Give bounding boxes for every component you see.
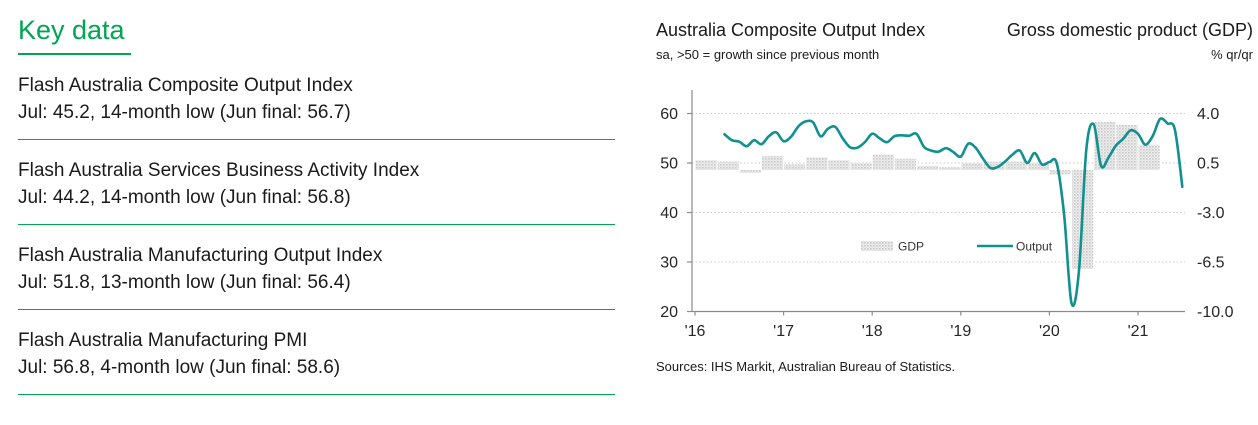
x-axis-label: '16 — [685, 323, 706, 340]
source-note: Sources: IHS Markit, Australian Bureau o… — [656, 359, 956, 374]
right-axis-label: -3.0 — [1197, 205, 1225, 222]
key-data-item-title: Flash Australia Manufacturing PMI — [18, 330, 308, 352]
gdp-bar — [872, 154, 894, 171]
gdp-bar — [761, 155, 784, 171]
gdp-bar — [1138, 144, 1160, 171]
gdp-bar — [1116, 124, 1138, 171]
chart-panel: Australia Composite Output Index Gross d… — [654, 20, 1253, 420]
output-line — [723, 117, 1184, 307]
key-data-item-title: Flash Australia Manufacturing Output Ind… — [18, 245, 383, 267]
right-axis-label: 0.5 — [1197, 156, 1219, 173]
key-data-item-title: Flash Australia Composite Output Index — [18, 75, 353, 97]
right-axis-label: 4.0 — [1197, 106, 1219, 123]
key-data-item: Flash Australia Manufacturing PMI Jul: 5… — [18, 310, 615, 396]
gdp-bar — [717, 161, 739, 171]
chart-title-left: Australia Composite Output Index — [656, 20, 926, 40]
axis-tick-labels: 20 -10.0 30 -6.5 40 -3.0 50 0.5 60 4.0 '16 '17 '18 '1… — [660, 106, 1233, 340]
gdp-bar — [850, 163, 872, 171]
gdp-bar — [1027, 163, 1049, 171]
x-axis-label: '18 — [862, 323, 883, 340]
key-data-item-detail: Jul: 56.8, 4-month low (Jun final: 58.6) — [18, 357, 341, 379]
left-axis-label: 60 — [660, 106, 678, 123]
key-data-list: Flash Australia Composite Output Index J… — [18, 55, 615, 396]
gdp-bar — [961, 163, 983, 171]
chart-subtitle-left: sa, >50 = growth since previous month — [656, 47, 880, 62]
gdp-bar — [983, 161, 1005, 171]
left-axis-label: 20 — [660, 304, 678, 321]
key-data-item-title: Flash Australia Services Business Activi… — [18, 160, 420, 182]
key-data-item-detail: Jul: 45.2, 14-month low (Jun final: 56.7… — [18, 102, 351, 124]
chart-subtitle-right: % qr/qr — [1211, 47, 1253, 62]
chart-subtitle-row: sa, >50 = growth since previous month % … — [654, 47, 1253, 62]
gdp-bar — [806, 157, 828, 171]
legend-gdp-label: GDP — [898, 240, 924, 254]
gdp-bar — [828, 160, 850, 171]
key-data-item: Flash Australia Manufacturing Output Ind… — [18, 225, 615, 311]
gdp-bar — [1049, 170, 1072, 175]
right-axis-label: -6.5 — [1197, 255, 1225, 272]
x-axis-label: '21 — [1128, 323, 1149, 340]
key-data-heading: Key data — [18, 14, 131, 56]
gdp-bars — [695, 121, 1160, 270]
gdp-bar — [894, 158, 916, 171]
gdp-bar — [739, 170, 761, 173]
right-axis-label: -10.0 — [1197, 304, 1234, 321]
axes — [687, 90, 1185, 316]
left-axis-label: 40 — [660, 205, 678, 222]
gdp-bar — [695, 160, 717, 171]
gdp-bar — [1005, 161, 1027, 171]
left-axis-label: 30 — [660, 255, 678, 272]
x-axis-label: '17 — [773, 323, 794, 340]
key-data-item: Flash Australia Composite Output Index J… — [18, 55, 615, 141]
gdp-bar — [784, 164, 806, 171]
key-data-item-detail: Jul: 44.2, 14-month low (Jun final: 56.8… — [18, 187, 351, 209]
x-axis-label: '19 — [950, 323, 971, 340]
key-data-panel: Key data Flash Australia Composite Outpu… — [18, 14, 615, 396]
gdp-bar — [939, 167, 961, 171]
x-axis-label: '20 — [1039, 323, 1060, 340]
chart-title-row: Australia Composite Output Index Gross d… — [654, 20, 1253, 40]
key-data-item-detail: Jul: 51.8, 13-month low (Jun final: 56.4… — [18, 272, 351, 294]
left-axis-label: 50 — [660, 156, 678, 173]
gdp-bar — [916, 165, 939, 171]
composite-output-gdp-chart: 20 -10.0 30 -6.5 40 -3.0 50 0.5 60 4.0 '16 '17 '18 '1… — [660, 90, 1234, 340]
chart-title-right: Gross domestic product (GDP) — [1006, 20, 1253, 40]
legend-output-label: Output — [1016, 240, 1053, 254]
key-data-item: Flash Australia Services Business Activi… — [18, 140, 615, 226]
output-line-path — [723, 117, 1184, 307]
legend-gdp-swatch — [861, 241, 893, 251]
chart-legend: GDP Output — [861, 240, 1053, 254]
